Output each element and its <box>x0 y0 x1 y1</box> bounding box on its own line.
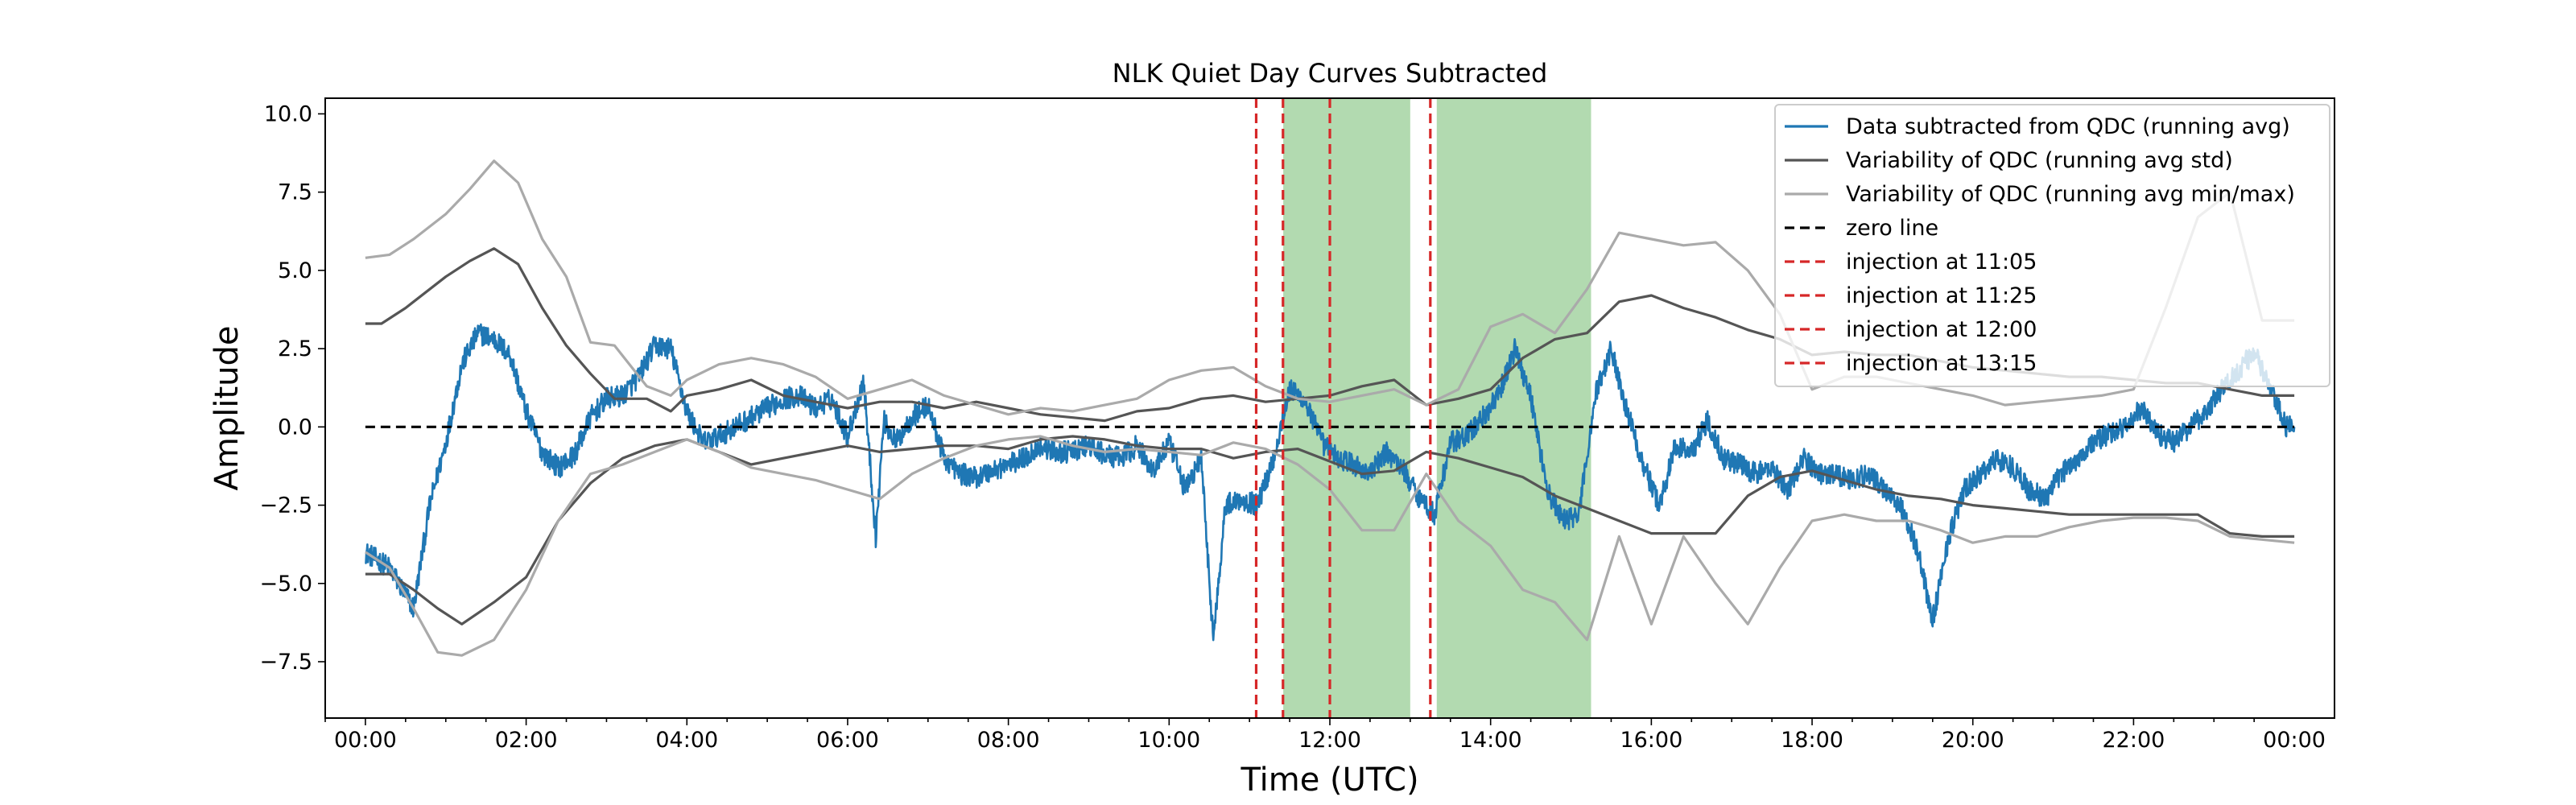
series-line-5 <box>365 435 2295 657</box>
legend-label: Variability of QDC (running avg std) <box>1846 148 2233 173</box>
series-line-3 <box>365 435 2295 625</box>
legend-label: zero line <box>1846 216 1938 241</box>
x-tick-label: 18:00 <box>1781 728 1843 753</box>
legend-label: injection at 11:05 <box>1846 250 2037 275</box>
y-tick-label: 0.0 <box>278 415 312 440</box>
series-line-4 <box>365 159 2295 416</box>
x-tick-label: 02:00 <box>495 728 558 753</box>
x-axis-label: Time (UTC) <box>1240 762 1418 799</box>
x-tick-label: 00:00 <box>2263 728 2326 753</box>
legend-label: Variability of QDC (running avg min/max) <box>1846 182 2295 207</box>
x-tick-label: 20:00 <box>1942 728 2004 753</box>
legend-box <box>1774 104 2330 387</box>
x-tick-label: 00:00 <box>334 728 397 753</box>
y-tick-label: −5.0 <box>259 572 312 597</box>
x-tick-label: 22:00 <box>2102 728 2165 753</box>
x-tick-label: 04:00 <box>655 728 718 753</box>
y-tick-label: −2.5 <box>259 493 312 518</box>
x-tick-label: 12:00 <box>1298 728 1361 753</box>
shaded-region-2 <box>1436 98 1591 718</box>
x-tick-label: 10:00 <box>1137 728 1200 753</box>
y-tick-label: 5.0 <box>278 258 312 283</box>
legend-label: Data subtracted from QDC (running avg) <box>1846 114 2290 139</box>
legend-label: injection at 13:15 <box>1846 351 2037 376</box>
y-tick-label: 7.5 <box>278 180 312 205</box>
y-tick-label: −7.5 <box>259 650 312 675</box>
shaded-region-1 <box>1283 98 1410 718</box>
y-tick-label: 10.0 <box>264 101 312 126</box>
x-tick-label: 06:00 <box>816 728 879 753</box>
legend-label: injection at 11:25 <box>1846 283 2037 308</box>
y-axis-label: Amplitude <box>208 326 246 491</box>
x-tick-label: 08:00 <box>977 728 1040 753</box>
x-tick-label: 14:00 <box>1459 728 1522 753</box>
chart-title: NLK Quiet Day Curves Subtracted <box>1113 58 1548 89</box>
legend: Data subtracted from QDC (running avg) Va… <box>1774 104 2330 387</box>
legend-label: injection at 12:00 <box>1846 317 2037 342</box>
series-line-1 <box>364 323 2296 642</box>
x-tick-label: 16:00 <box>1620 728 1682 753</box>
y-tick-label: 2.5 <box>278 336 312 361</box>
